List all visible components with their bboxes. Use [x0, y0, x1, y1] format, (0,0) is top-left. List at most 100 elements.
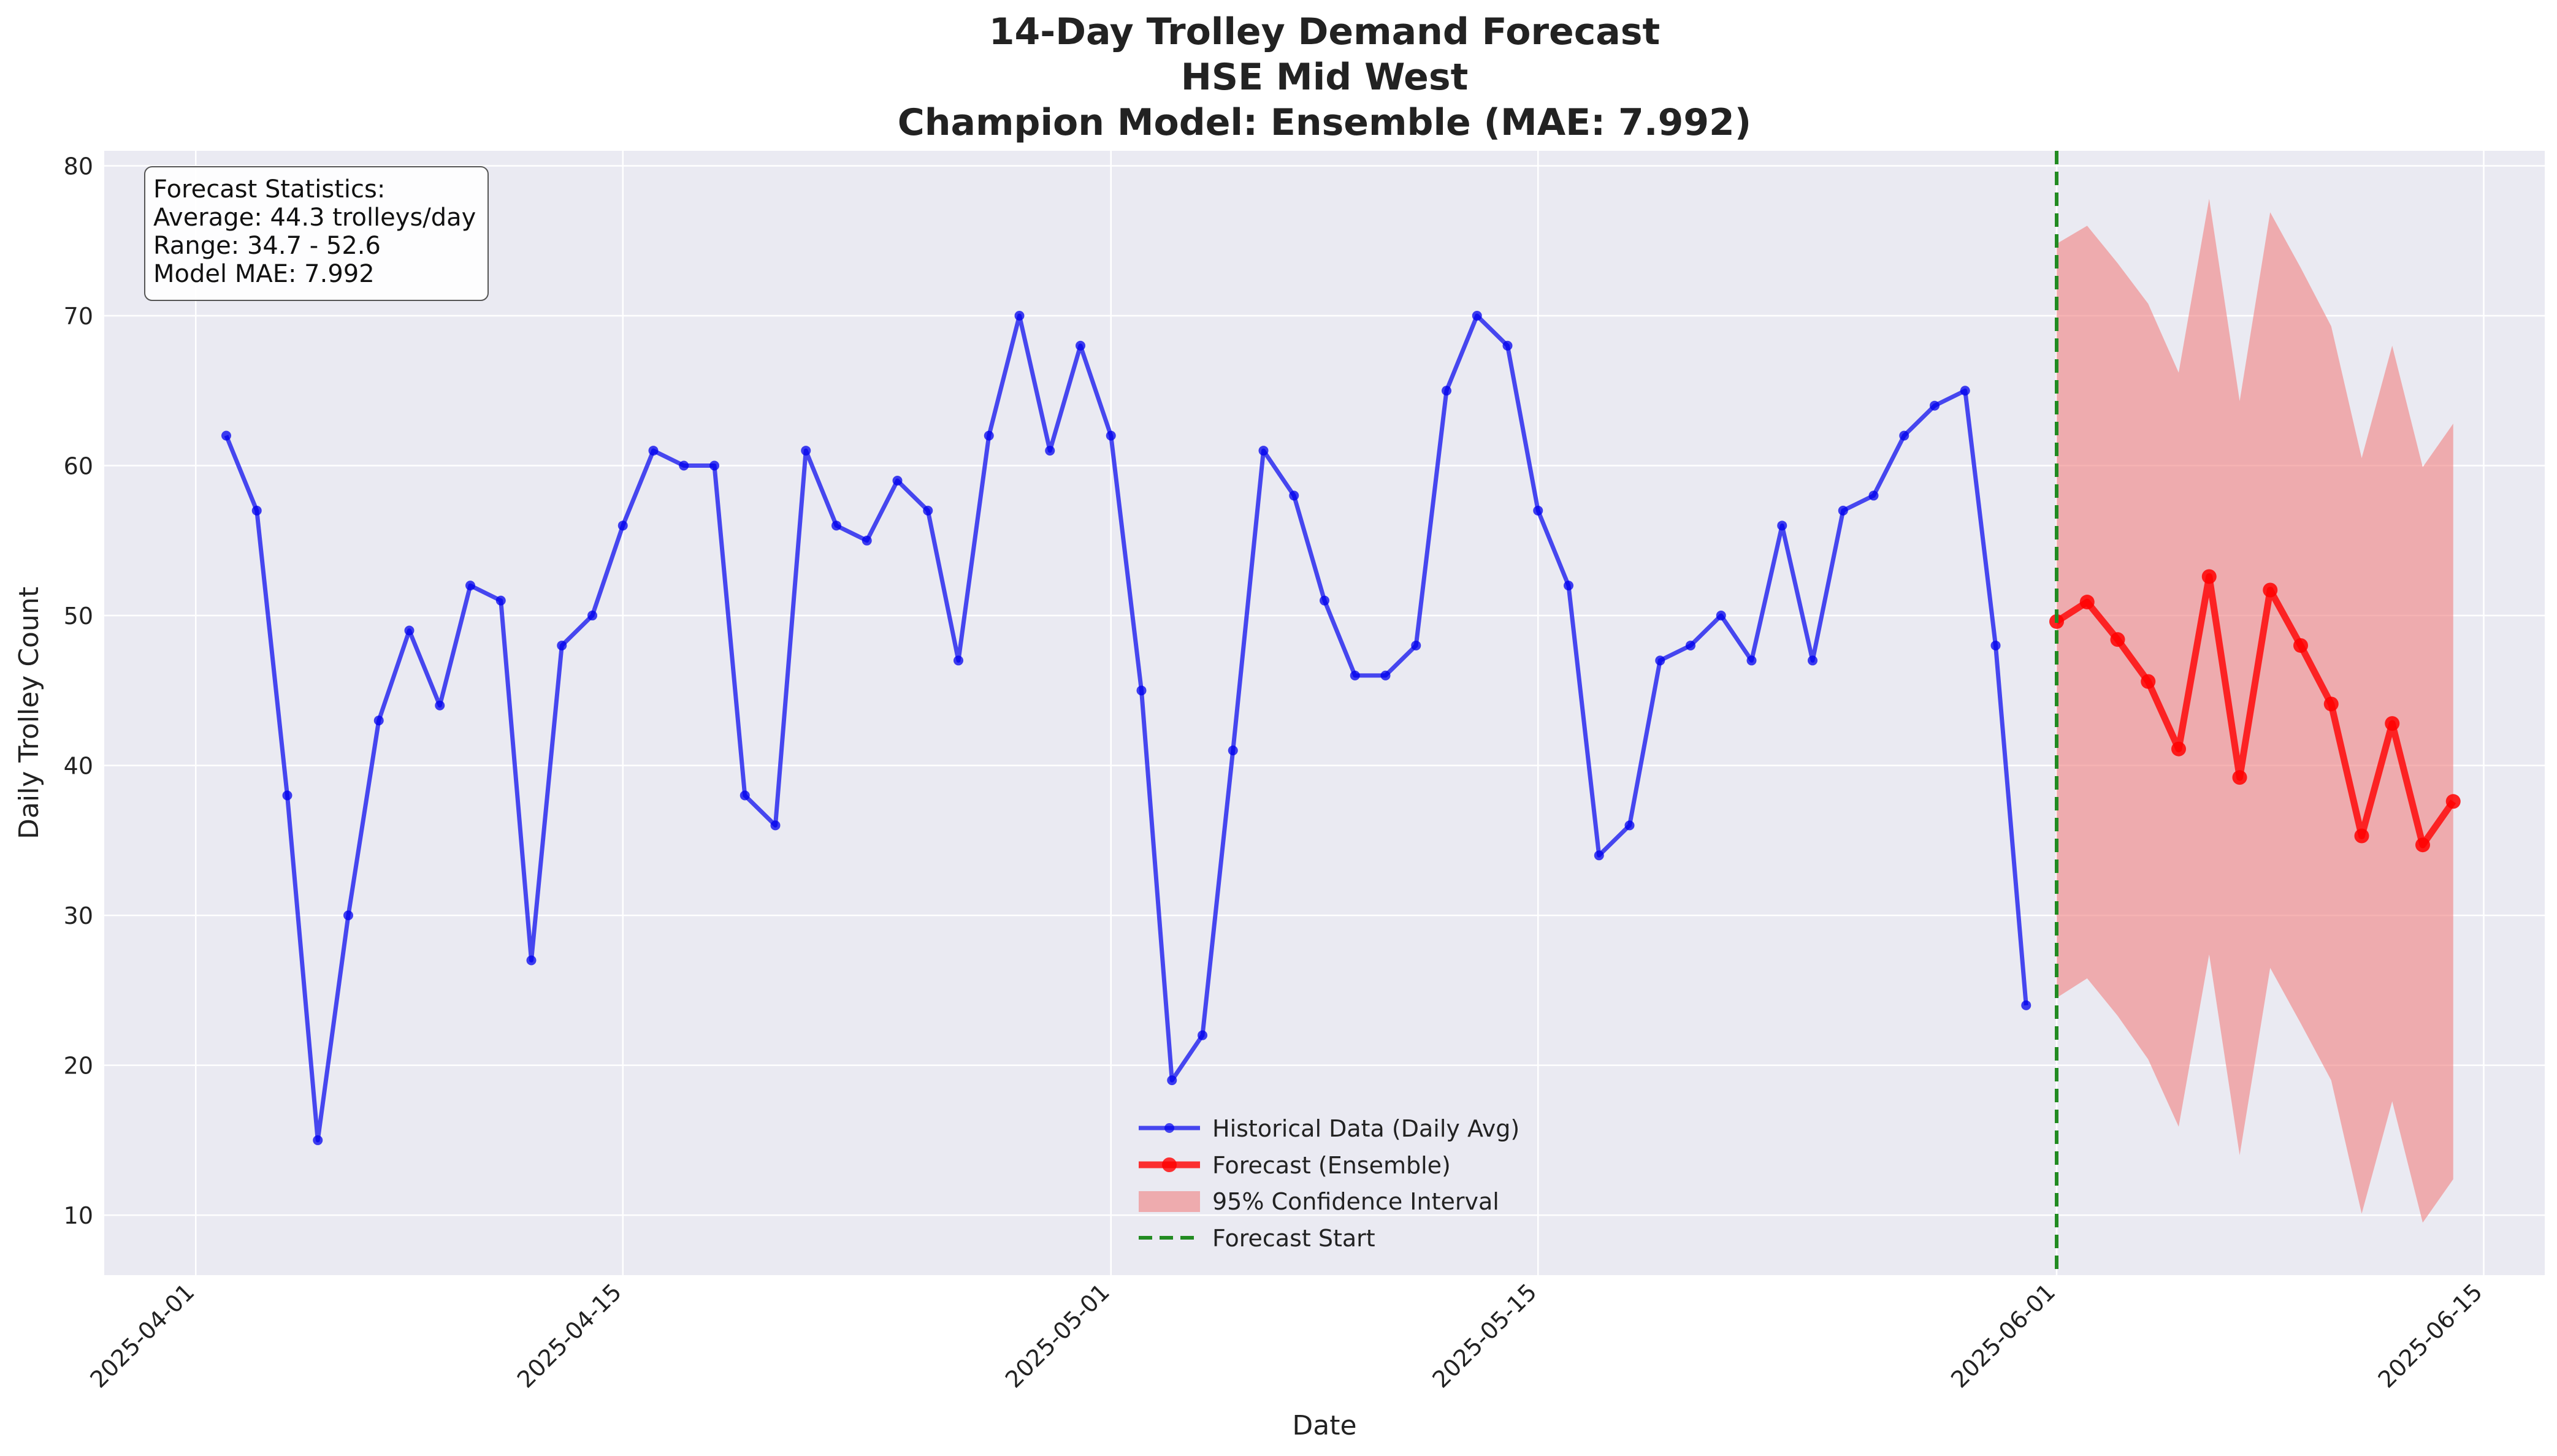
- historical-line: [224, 313, 2028, 1143]
- stats-range: Range: 34.7 - 52.6: [153, 232, 381, 260]
- historical-point: [495, 595, 506, 606]
- historical-point: [557, 640, 567, 650]
- historical-point: [1167, 1075, 1177, 1086]
- forecast-statistics-box: Forecast Statistics: Average: 44.3 troll…: [144, 166, 489, 301]
- forecast-point: [2171, 741, 2186, 757]
- stats-box-frame: [144, 166, 489, 301]
- y-tick-label: 60: [64, 453, 93, 480]
- historical-point: [526, 955, 537, 966]
- historical-point: [1228, 745, 1238, 756]
- historical-series: [221, 310, 2031, 1145]
- historical-point: [404, 625, 415, 636]
- historical-point: [1198, 1030, 1207, 1040]
- historical-point: [923, 505, 933, 516]
- historical-point: [892, 475, 903, 486]
- stats-mae: Model MAE: 7.992: [153, 260, 375, 288]
- historical-point: [679, 460, 689, 471]
- forecast-point: [2415, 837, 2430, 853]
- chart-title-line-1: 14-Day Trolley Demand Forecast: [989, 10, 1660, 53]
- historical-point: [801, 446, 811, 456]
- historical-point: [709, 460, 719, 471]
- historical-point: [740, 790, 750, 801]
- historical-point: [862, 535, 872, 546]
- chart-title-line-3: Champion Model: Ensemble (MAE: 7.992): [898, 101, 1751, 144]
- historical-point: [1808, 655, 1817, 666]
- forecast-point: [2201, 569, 2217, 584]
- y-tick-label: 50: [64, 603, 93, 630]
- historical-point: [1502, 340, 1513, 351]
- historical-point: [1624, 820, 1635, 831]
- forecast-point: [2445, 794, 2461, 809]
- historical-point: [648, 446, 659, 456]
- historical-point: [1258, 446, 1269, 456]
- forecast-point: [2323, 696, 2339, 712]
- forecast-point: [2263, 582, 2278, 598]
- historical-point: [343, 910, 353, 921]
- y-tick-label: 40: [64, 753, 93, 780]
- historical-point: [1472, 310, 1482, 321]
- historical-point: [1136, 685, 1147, 696]
- forecast-point: [2079, 595, 2095, 610]
- historical-point: [1868, 490, 1879, 501]
- stats-heading: Forecast Statistics:: [153, 175, 385, 204]
- historical-point: [770, 820, 781, 831]
- y-tick-label: 20: [64, 1053, 93, 1080]
- historical-point: [221, 430, 231, 441]
- legend-forecast-marker: [1162, 1157, 1177, 1172]
- historical-point: [1014, 310, 1025, 321]
- historical-point: [984, 430, 994, 441]
- historical-point: [1380, 670, 1391, 680]
- forecast-point: [2232, 770, 2247, 785]
- historical-point: [1411, 640, 1421, 650]
- forecast-line: [2055, 573, 2456, 848]
- historical-point: [313, 1135, 323, 1145]
- historical-point: [465, 581, 475, 591]
- historical-point: [373, 715, 384, 726]
- confidence-band: [2057, 199, 2453, 1223]
- historical-point: [1564, 581, 1573, 591]
- historical-point: [1716, 611, 1726, 621]
- legend-historical-label: Historical Data (Daily Avg): [1212, 1115, 1519, 1142]
- legend-ci-label: 95% Confidence Interval: [1212, 1188, 1499, 1215]
- historical-point: [1289, 490, 1299, 501]
- historical-point: [1320, 595, 1329, 606]
- historical-point: [1076, 340, 1085, 351]
- historical-point: [282, 790, 292, 801]
- x-axis-label: Date: [1292, 1410, 1356, 1441]
- historical-point: [617, 520, 628, 531]
- legend-forecast-start-label: Forecast Start: [1212, 1225, 1375, 1252]
- historical-point: [1746, 655, 1757, 666]
- historical-point: [1045, 446, 1055, 456]
- historical-point: [1686, 640, 1695, 650]
- historical-point: [1106, 430, 1116, 441]
- legend-historical-marker: [1164, 1123, 1174, 1133]
- historical-point: [1777, 520, 1787, 531]
- historical-point: [435, 700, 445, 711]
- y-tick-label: 10: [64, 1202, 93, 1229]
- historical-point: [2021, 1000, 2031, 1010]
- historical-point: [251, 505, 262, 516]
- historical-point: [831, 520, 841, 531]
- historical-point: [1960, 386, 1970, 396]
- legend-forecast-label: Forecast (Ensemble): [1212, 1152, 1451, 1179]
- y-tick-label: 70: [64, 303, 93, 330]
- historical-point: [1899, 430, 1909, 441]
- confidence-band-layer: [2057, 199, 2453, 1223]
- historical-point: [954, 655, 963, 666]
- historical-point: [587, 611, 597, 621]
- y-axis-ticks: 10 20 30 40 50 60 70 80: [64, 153, 93, 1229]
- forecast-point: [2293, 638, 2308, 653]
- stats-average: Average: 44.3 trolleys/day: [153, 204, 476, 232]
- forecast-point: [2385, 716, 2400, 731]
- y-axis-label: Daily Trolley Count: [13, 587, 45, 839]
- legend-ci-swatch: [1139, 1191, 1200, 1212]
- forecast-series: [2049, 569, 2461, 853]
- chart-title-line-2: HSE Mid West: [1181, 56, 1469, 99]
- historical-point: [1594, 850, 1604, 861]
- y-tick-label: 80: [64, 153, 93, 180]
- historical-point: [1442, 386, 1451, 396]
- historical-point: [1930, 400, 1940, 411]
- forecast-point: [2354, 828, 2369, 844]
- historical-point: [1838, 505, 1848, 516]
